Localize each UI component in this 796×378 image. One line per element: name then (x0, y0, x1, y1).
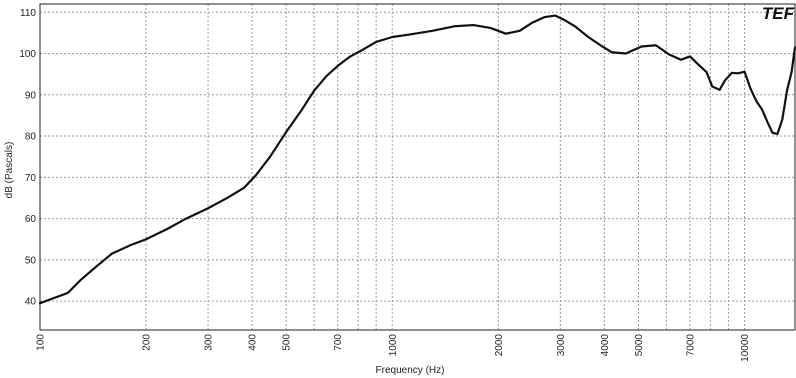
x-tick-label-7000: 7000 (685, 334, 696, 357)
y-axis-label: dB (Pascals) (4, 142, 15, 199)
x-tick-label-4000: 4000 (600, 334, 611, 357)
y-tick-label-110: 110 (20, 8, 36, 19)
x-tick-label-400: 400 (248, 334, 259, 351)
x-tick-label-1000: 1000 (388, 334, 399, 357)
x-tick-label-10000: 10000 (740, 334, 751, 362)
x-tick-label-5000: 5000 (634, 334, 645, 357)
x-tick-label-3000: 3000 (556, 334, 567, 357)
x-tick-label-2000: 2000 (494, 334, 505, 357)
y-tick-label-70: 70 (25, 173, 37, 184)
plot-frame (39, 3, 796, 331)
x-tick-label-200: 200 (142, 334, 153, 351)
x-tick-label-700: 700 (333, 334, 344, 351)
y-tick-label-60: 60 (25, 214, 37, 225)
y-tick-label-50: 50 (25, 255, 37, 266)
x-tick-label-500: 500 (282, 334, 293, 351)
y-tick-label-100: 100 (19, 49, 36, 60)
x-tick-label-100: 100 (36, 334, 47, 351)
tef-logo: TEF (762, 4, 795, 23)
y-tick-label-90: 90 (25, 90, 37, 101)
x-axis-ticks: 100 200 300 400 500 700 1000 2000 3000 4000 5000 70… (36, 334, 752, 362)
grid (39, 4, 796, 330)
x-tick-label-300: 300 (204, 334, 215, 351)
y-axis-ticks: 40 50 60 70 80 90 100 110 (19, 8, 36, 308)
y-tick-label-40: 40 (25, 297, 37, 308)
series-line-response (38, 14, 796, 305)
x-axis-label: Frequency (Hz) (376, 365, 445, 376)
y-tick-label-80: 80 (25, 132, 37, 143)
